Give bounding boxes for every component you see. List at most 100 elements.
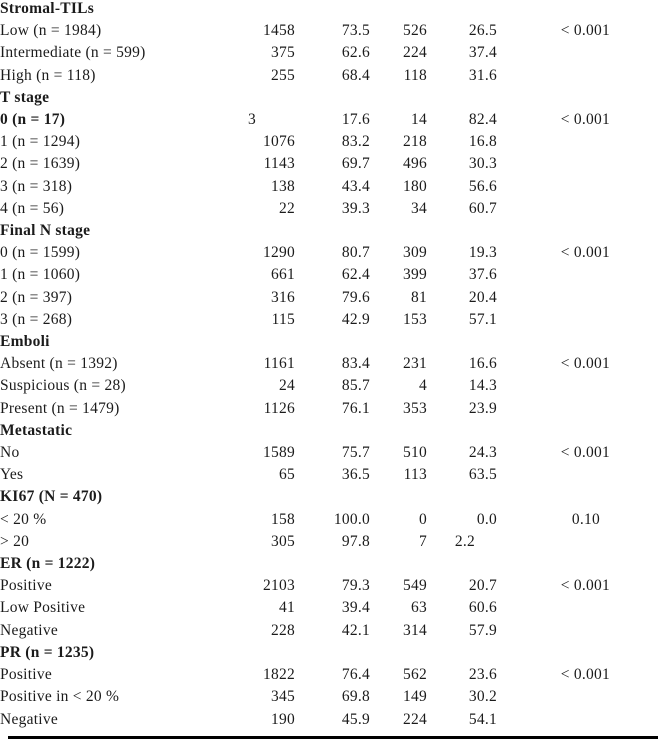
data-row: No 1589 75.7 510 24.3 < 0.001: [0, 442, 664, 464]
count-a-cell: 1290: [263, 244, 295, 262]
row-label: Negative: [0, 621, 58, 639]
data-row: < 20 % 158 100.0 0 0.0 0.10: [0, 509, 664, 531]
section-header-row: T stage: [0, 87, 664, 109]
count-b-cell: 81: [411, 288, 427, 306]
count-a-cell: 1126: [263, 399, 295, 417]
count-a-cell: 255: [271, 66, 295, 84]
percent-b-cell: 60.7: [468, 199, 497, 217]
p-value-cell: < 0.001: [560, 444, 610, 462]
percent-a-cell: 83.2: [341, 133, 370, 151]
count-a-cell: [248, 642, 295, 664]
p-value-cell: [497, 420, 664, 442]
percent-a-cell: 69.8: [341, 688, 370, 706]
p-value-cell: [497, 597, 664, 619]
row-label: Stromal-TILs: [0, 0, 95, 17]
percent-a-cell: 76.1: [341, 399, 370, 417]
row-label: 0 (n = 1599): [0, 244, 81, 262]
data-row: 1 (n = 1294) 1076 83.2 218 16.8: [0, 131, 664, 153]
data-row: Positive in < 20 % 345 69.8 149 30.2: [0, 686, 664, 708]
percent-b-cell: [427, 486, 497, 508]
percent-b-cell: [427, 87, 497, 109]
data-row: 1 (n = 1060) 661 62.4 399 37.6: [0, 264, 664, 286]
percent-b-cell: [427, 220, 497, 242]
p-value-cell: [497, 87, 664, 109]
count-b-cell: 309: [403, 244, 427, 262]
section-header-row: Emboli: [0, 331, 664, 353]
percent-a-cell: 42.1: [341, 621, 370, 639]
count-b-cell: 562: [403, 666, 427, 684]
percent-b-cell: 56.6: [468, 177, 497, 195]
p-value-cell: < 0.001: [560, 111, 610, 129]
p-value-cell: [497, 309, 664, 331]
p-value-cell: [497, 176, 664, 198]
p-value-cell: < 0.001: [560, 666, 610, 684]
count-b-cell: 180: [403, 177, 427, 195]
percent-b-cell: 82.4: [468, 111, 497, 129]
count-b-cell: 224: [403, 44, 427, 62]
percent-b-cell: 54.1: [468, 710, 497, 728]
p-value-cell: [497, 131, 664, 153]
count-a-cell: 1822: [263, 666, 295, 684]
percent-a-cell: 39.4: [341, 599, 370, 617]
count-a-cell: 1161: [263, 355, 295, 373]
count-a-cell: 41: [279, 599, 295, 617]
count-a-cell: 2103: [263, 577, 295, 595]
percent-a-cell: 79.6: [341, 288, 370, 306]
count-b-cell: 496: [403, 155, 427, 173]
count-a-cell: 316: [271, 288, 295, 306]
percent-a-cell: 73.5: [341, 22, 370, 40]
data-row: Low Positive 41 39.4 63 60.6: [0, 597, 664, 619]
percent-a-cell: 42.9: [341, 310, 370, 328]
percent-a-cell: 17.6: [341, 111, 370, 129]
count-a-cell: 24: [279, 377, 295, 395]
percent-a-cell: [295, 553, 370, 575]
count-a-cell: 375: [271, 44, 295, 62]
row-label: Low (n = 1984): [0, 22, 102, 40]
data-row: Low (n = 1984) 1458 73.5 526 26.5 < 0.001: [0, 20, 664, 42]
percent-b-cell: 37.4: [468, 44, 497, 62]
p-value-cell: [497, 486, 664, 508]
percent-b-cell: 57.1: [468, 310, 497, 328]
p-value-cell: [497, 264, 664, 286]
data-row: Negative 228 42.1 314 57.9: [0, 620, 664, 642]
p-value-cell: [497, 398, 664, 420]
count-b-cell: [370, 220, 427, 242]
count-a-cell: 661: [271, 266, 295, 284]
percent-b-cell: [427, 331, 497, 353]
percent-a-cell: [295, 0, 370, 20]
p-value-cell: [497, 531, 664, 553]
count-a-cell: 1458: [263, 22, 295, 40]
row-label: 1 (n = 1294): [0, 133, 81, 151]
data-row: Suspicious (n = 28) 24 85.7 4 14.3: [0, 375, 664, 397]
count-b-cell: 224: [403, 710, 427, 728]
table-bottom-rule: [8, 736, 658, 739]
count-b-cell: 399: [403, 266, 427, 284]
count-b-cell: [370, 486, 427, 508]
percent-b-cell: 20.4: [468, 288, 497, 306]
count-b-cell: 353: [403, 399, 427, 417]
percent-a-cell: 80.7: [341, 244, 370, 262]
percent-b-cell: [427, 553, 497, 575]
percent-b-cell: 23.9: [468, 399, 497, 417]
p-value-cell: [497, 553, 664, 575]
row-label: 4 (n = 56): [0, 199, 65, 217]
data-row: 3 (n = 268) 115 42.9 153 57.1: [0, 309, 664, 331]
count-b-cell: 218: [403, 133, 427, 151]
percent-b-cell: 31.6: [468, 66, 497, 84]
count-b-cell: [370, 0, 427, 20]
row-label: KI67 (N = 470): [0, 488, 103, 506]
row-label: 3 (n = 318): [0, 177, 73, 195]
row-label: Emboli: [0, 333, 50, 351]
p-value-cell: 0.10: [571, 510, 600, 528]
row-label: 2 (n = 397): [0, 288, 73, 306]
data-row: 2 (n = 1639) 1143 69.7 496 30.3: [0, 153, 664, 175]
section-header-row: KI67 (N = 470): [0, 486, 664, 508]
data-row: 0 (n = 1599) 1290 80.7 309 19.3 < 0.001: [0, 242, 664, 264]
count-b-cell: 526: [403, 22, 427, 40]
percent-a-cell: 75.7: [341, 444, 370, 462]
row-label: Positive in < 20 %: [0, 688, 120, 706]
row-label: Positive: [0, 666, 52, 684]
percent-a-cell: 39.3: [341, 199, 370, 217]
count-a-cell: 3: [248, 111, 256, 129]
percent-a-cell: 62.4: [341, 266, 370, 284]
